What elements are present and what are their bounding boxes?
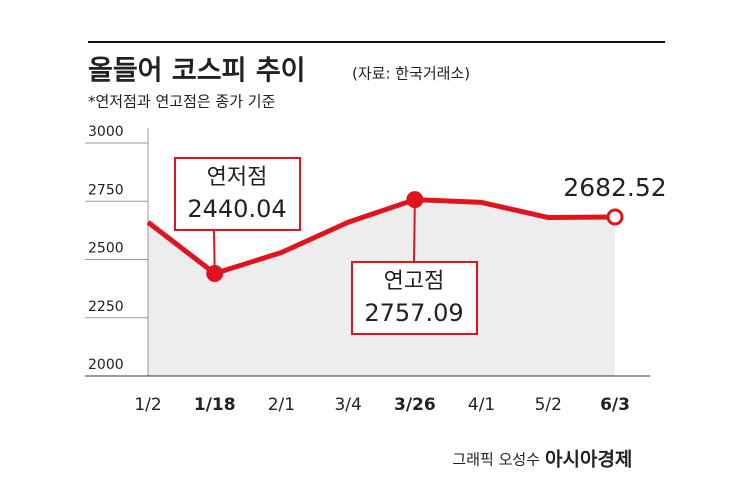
x-tick-label: 1/2 [134,395,161,415]
callout-title: 연저점 [207,165,268,190]
x-tick-label: 5/2 [535,395,562,415]
point [606,208,624,226]
source-logo: 아시아경제 [545,449,632,471]
y-tick-label: 2250 [88,299,124,315]
x-tick-label: 1/18 [194,395,236,415]
x-tick-label: 4/1 [468,395,495,415]
x-tick-label: 6/3 [600,395,630,415]
callout-title: 연고점 [384,269,445,294]
chart-note: *연저점과 연고점은 종가 기준 [88,93,276,111]
callout-box [351,261,478,335]
x-tick-label: 2/1 [268,395,295,415]
chart-subtitle: (자료: 한국거래소) [352,65,470,83]
y-tick-label: 3000 [88,124,124,140]
point [406,191,424,209]
line [146,197,616,276]
chart-title: 올들어 코스피 추이 [88,56,306,87]
point [206,264,224,282]
y-tick-label: 2000 [88,357,124,373]
callout-line [413,199,416,263]
x-tick-label: 3/4 [334,395,361,415]
value-label: 2440.04 [187,195,286,223]
y-tick-label: 2500 [88,241,124,257]
x-tick-label: 3/26 [394,395,436,415]
callout-box [174,157,301,231]
value-label: 2682.52 [563,173,666,202]
y-tick-label: 2750 [88,182,124,198]
credit: 그래픽 오성수 [452,451,540,469]
value-label: 2757.09 [364,299,463,327]
